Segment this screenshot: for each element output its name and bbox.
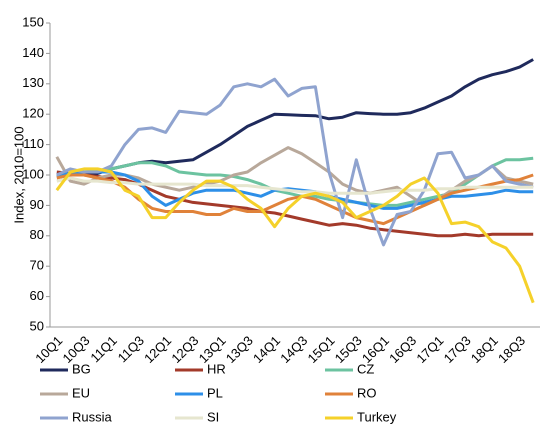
legend-label: CZ: [357, 361, 374, 376]
x-tick-label: 18Q3: [495, 333, 528, 366]
y-tick-label: 130: [22, 75, 44, 90]
legend-label: SI: [207, 409, 219, 424]
x-tick-label: 17Q1: [413, 333, 446, 366]
legend-label: Turkey: [357, 409, 397, 424]
legend-label: Russia: [72, 409, 113, 424]
series-line: [56, 176, 534, 195]
x-tick-label: 13Q3: [223, 333, 256, 366]
x-tick-label: 11Q1: [87, 333, 119, 365]
x-tick-label: 12Q3: [168, 333, 201, 366]
x-tick-label: 16Q3: [386, 333, 419, 366]
y-axis-label: Index, 2010=100: [11, 126, 26, 223]
x-tick-label: 18Q1: [468, 333, 501, 366]
x-tick-label: 10Q1: [32, 333, 65, 366]
x-tick-label: 12Q1: [141, 333, 174, 366]
y-tick-label: 110: [23, 136, 44, 151]
legend-label: HR: [207, 361, 226, 376]
y-tick-label: 120: [22, 106, 44, 121]
series-line: [56, 173, 534, 226]
y-tick-label: 100: [22, 166, 44, 181]
series-line: [56, 58, 534, 177]
legend-label: RO: [357, 385, 377, 400]
y-tick-label: 70: [30, 258, 44, 273]
y-tick-label: 60: [30, 288, 44, 303]
legend-label: BG: [72, 361, 91, 376]
y-tick-label: 90: [30, 197, 44, 212]
x-tick-label: 14Q1: [250, 333, 283, 366]
y-tick-label: 150: [22, 14, 44, 29]
x-tick-label: 15Q1: [304, 333, 337, 366]
x-tick-label: 14Q3: [277, 333, 310, 366]
x-tick-label: 17Q3: [441, 333, 474, 366]
legend-label: PL: [207, 385, 223, 400]
y-tick-label: 80: [30, 227, 44, 242]
x-tick-label: 11Q3: [115, 333, 147, 365]
series-line: [56, 77, 534, 247]
y-tick-label: 140: [22, 45, 44, 60]
series-line: [55, 167, 535, 304]
legend-label: EU: [72, 385, 90, 400]
y-tick-label: 50: [30, 318, 44, 333]
